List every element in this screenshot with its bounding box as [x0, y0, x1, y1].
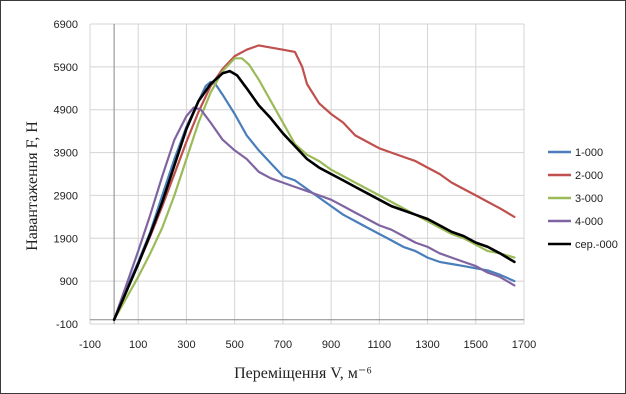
x-tick-label-2: 300: [177, 339, 195, 351]
y-axis-title: Навантаження F, Н: [24, 121, 41, 251]
series-lines: [112, 44, 516, 322]
x-tick-label-1: 100: [129, 339, 147, 351]
legend: 1-000 2-000 3-000 4-000 сер.-000: [548, 147, 618, 251]
y-tick-label-7: 6900: [54, 19, 78, 31]
x-tick-labels: -100 100 300 500 700 900 1100 1300 1500 1700: [79, 339, 536, 351]
y-tick-label-4: 3900: [54, 148, 78, 160]
x-tick-label-6: 1100: [368, 339, 392, 351]
y-tick-label-2: 1900: [54, 233, 78, 245]
x-axis-title: Переміщення V, м⁻⁶: [234, 365, 372, 382]
x-tick-label-0: -100: [79, 339, 101, 351]
series-line-1: [112, 44, 516, 321]
x-tick-label-5: 900: [322, 339, 340, 351]
y-tick-labels: -100 900 1900 2900 3900 4900 5900 6900: [54, 19, 78, 331]
y-tick-label-1: 900: [60, 276, 78, 288]
legend-label-3: 4-000: [575, 216, 603, 228]
series-line-4: [112, 69, 516, 322]
x-tick-label-7: 1300: [415, 339, 439, 351]
series-line-0: [112, 80, 516, 321]
x-tick-label-8: 1500: [464, 339, 488, 351]
x-tick-label-9: 1700: [512, 339, 536, 351]
y-tick-label-3: 2900: [54, 190, 78, 202]
series-line-2: [112, 57, 516, 321]
legend-label-0: 1-000: [575, 147, 603, 159]
gridlines: [89, 23, 525, 325]
y-tick-label-0: -100: [56, 319, 78, 331]
x-tick-label-3: 500: [225, 339, 243, 351]
x-tick-label-4: 700: [274, 339, 292, 351]
legend-label-4: сер.-000: [575, 239, 618, 251]
legend-label-2: 3-000: [575, 193, 603, 205]
legend-label-1: 2-000: [575, 170, 603, 182]
series-line-3: [112, 106, 516, 321]
y-tick-label-6: 5900: [54, 62, 78, 74]
axes: [90, 24, 524, 324]
y-tick-label-5: 4900: [54, 105, 78, 117]
